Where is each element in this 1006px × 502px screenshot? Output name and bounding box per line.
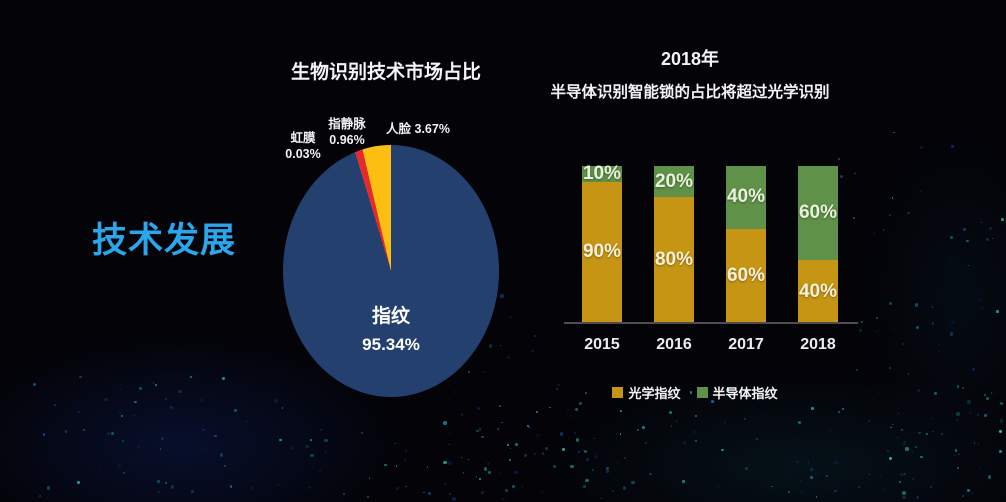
x-axis-label-2015: 2015 xyxy=(584,336,620,353)
pie-label-iris-value: 0.03% xyxy=(285,146,321,161)
bar-value-label: 20% xyxy=(654,170,694,192)
pie-label-fingervein-value: 0.96% xyxy=(329,132,365,147)
pie-label-fingerprint-name: 指纹 xyxy=(371,306,410,327)
bar-segment-光学指纹-2017: 60% xyxy=(726,228,766,323)
legend-swatch-optical xyxy=(612,387,624,398)
pie-label-fingervein-name: 指静脉 xyxy=(328,117,366,131)
pie-chart-title: 生物识别技术市场占比 xyxy=(290,62,481,83)
bar-chart-title-line1: 2018年 xyxy=(660,49,720,69)
pie-label-fingerprint: 指纹 95.34% xyxy=(283,303,499,357)
bar-2015: 10% 90% xyxy=(582,162,622,323)
bar-2017: 40% 60% xyxy=(726,166,766,323)
pie-label-face: 人脸 3.67% xyxy=(386,122,450,138)
bar-segment-半导体指纹-2015: 10% xyxy=(582,162,622,184)
pie-label-face-value: 3.67% xyxy=(414,122,450,136)
bar-segment-半导体指纹-2017: 40% xyxy=(726,166,766,229)
bar-2018: 60% 40% xyxy=(798,166,838,323)
x-axis-label-2018: 2018 xyxy=(800,336,836,353)
legend-label-optical: 光学指纹 xyxy=(628,386,681,401)
pie-label-face-name: 人脸 xyxy=(386,122,412,136)
x-axis-labels: 2015 2016 2017 2018 xyxy=(582,336,838,354)
pie-label-iris-name: 虹膜 xyxy=(290,131,316,145)
bar-segment-半导体指纹-2016: 20% xyxy=(654,166,694,198)
bar-segment-光学指纹-2018: 40% xyxy=(798,260,838,323)
pie-graphic xyxy=(283,145,499,397)
bar-chart-title-line2: 半导体识别智能锁的占比将超过光学识别 xyxy=(550,84,830,101)
x-axis-label-2016: 2016 xyxy=(656,336,692,353)
pie-label-iris: 虹膜 0.03% xyxy=(277,131,329,162)
bar-value-label: 10% xyxy=(582,162,622,184)
bar-value-label: 40% xyxy=(726,186,766,208)
legend-item-optical: 光学指纹 xyxy=(612,383,681,402)
legend-label-semiconductor: 半导体指纹 xyxy=(712,386,778,401)
bar-segment-光学指纹-2015: 90% xyxy=(582,181,622,323)
bar-value-label: 60% xyxy=(726,264,766,286)
bar-chart-legend: 光学指纹 半导体指纹 xyxy=(530,383,860,402)
bar-value-label: 60% xyxy=(798,202,838,224)
bar-value-label: 90% xyxy=(582,241,622,263)
legend-item-semiconductor: 半导体指纹 xyxy=(696,383,778,402)
bar-value-label: 80% xyxy=(654,249,694,271)
bar-value-label: 40% xyxy=(798,280,838,302)
x-axis-line xyxy=(564,322,858,324)
pie-label-fingervein: 指静脉 0.96% xyxy=(323,117,371,148)
pie-label-fingerprint-value: 95.34% xyxy=(362,334,420,354)
bar-plot-area: 10% 90% 20% 80% 40% 60% 60% 40% xyxy=(582,162,838,323)
legend-swatch-semiconductor xyxy=(696,387,708,398)
x-axis-label-2017: 2017 xyxy=(728,336,764,353)
bar-segment-光学指纹-2016: 80% xyxy=(654,197,694,323)
section-title: 技术发展 xyxy=(92,221,237,260)
bar-segment-半导体指纹-2018: 60% xyxy=(798,166,838,261)
bar-2016: 20% 80% xyxy=(654,166,694,323)
